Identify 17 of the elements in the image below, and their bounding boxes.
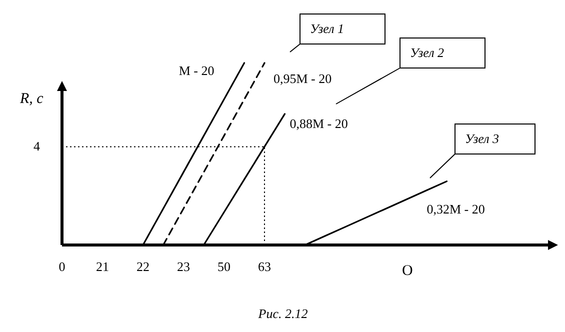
- text: Узел 1: [310, 21, 344, 36]
- text: 4: [34, 138, 40, 154]
- x-tick-label: 0: [58, 259, 66, 274]
- y-axis-title: R, c: [19, 91, 44, 107]
- x-tick-label: 22: [136, 259, 150, 274]
- annotation: Узел 3: [465, 131, 500, 146]
- series-label: 0,32M - 20: [426, 201, 485, 216]
- x-tick-label: 50: [218, 259, 230, 274]
- x-tick-label: 23: [177, 259, 190, 274]
- text: Рис. 2.12: [257, 306, 308, 321]
- series-label: 0,95M - 20: [274, 71, 332, 86]
- series-label: M - 20: [178, 63, 214, 78]
- series-label: 0,88M - 20: [290, 116, 348, 131]
- x-axis-title: O: [402, 263, 413, 279]
- x-tick-label: 63: [258, 259, 271, 274]
- text: Узел 2: [410, 45, 445, 60]
- x-tick-label: 21: [96, 259, 109, 274]
